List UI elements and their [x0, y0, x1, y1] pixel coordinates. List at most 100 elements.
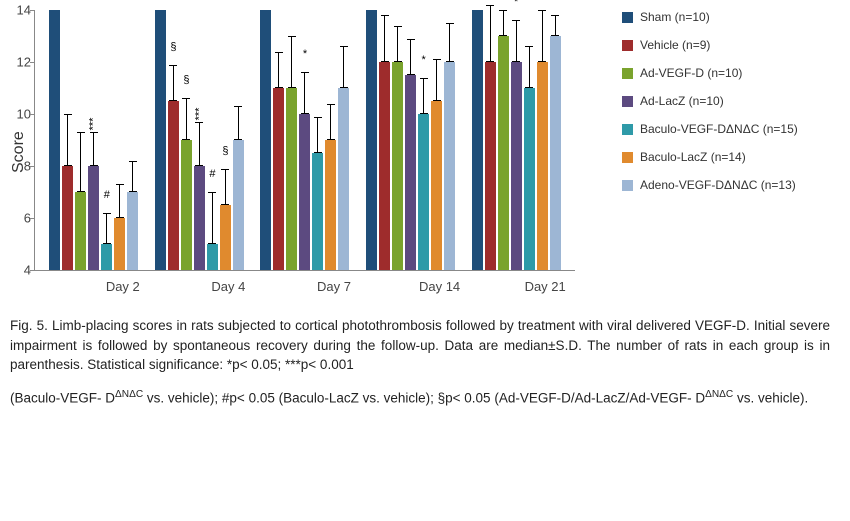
bar-rect	[181, 140, 192, 270]
legend-label: Ad-LacZ (n=10)	[640, 94, 724, 108]
bar-rect	[418, 114, 429, 270]
legend-item: Baculo-LacZ (n=14)	[622, 150, 798, 164]
error-bar	[449, 23, 450, 62]
significance-marker: *	[421, 54, 425, 66]
bar-rect	[127, 192, 138, 270]
bar	[155, 10, 166, 270]
bar-rect	[273, 88, 284, 270]
error-bar	[212, 192, 213, 244]
x-tick-label: Day 21	[492, 279, 598, 294]
bar-group: §§***#§	[155, 10, 244, 270]
bar-rect	[75, 192, 86, 270]
bar-rect	[338, 88, 349, 270]
bar-rect	[168, 101, 179, 270]
bar-rect	[62, 166, 73, 270]
bar-rect	[194, 166, 205, 270]
figure-caption-stats: (Baculo-VEGF- DΔNΔC vs. vehicle); #p< 0.…	[10, 387, 830, 409]
x-tick-label: Day 14	[387, 279, 493, 294]
error-bar	[304, 72, 305, 114]
bar-rect	[155, 10, 166, 270]
bar-rect	[550, 36, 561, 270]
significance-marker: ***	[193, 107, 205, 120]
x-axis-labels: Day 2Day 4Day 7Day 14Day 21	[64, 279, 604, 294]
y-tick-label: 12	[17, 55, 31, 70]
legend-label: Baculo-LacZ (n=14)	[640, 150, 746, 164]
bar	[49, 10, 60, 270]
bar-rect	[472, 10, 483, 270]
bar	[114, 184, 125, 270]
bar-group: *	[472, 5, 561, 270]
significance-marker: #	[104, 189, 110, 201]
legend-label: Ad-VEGF-D (n=10)	[640, 66, 742, 80]
bar	[444, 23, 455, 270]
legend-label: Baculo-VEGF-DΔNΔC (n=15)	[640, 122, 798, 136]
error-bar	[555, 15, 556, 36]
bar-rect	[312, 153, 323, 270]
y-axis-ticks: 468101214	[7, 10, 31, 270]
x-tick-label: Day 4	[176, 279, 282, 294]
bar-rect	[366, 10, 377, 270]
bar-rect	[207, 244, 218, 270]
y-tick-label: 10	[17, 107, 31, 122]
legend-item: Baculo-VEGF-DΔNΔC (n=15)	[622, 122, 798, 136]
bar: §	[220, 169, 231, 270]
error-bar	[199, 122, 200, 166]
legend-swatch	[622, 124, 633, 135]
legend-swatch	[622, 40, 633, 51]
error-bar	[384, 15, 385, 62]
bar-rect	[379, 62, 390, 270]
bar: #	[101, 213, 112, 270]
bar	[75, 132, 86, 270]
legend-swatch	[622, 180, 633, 191]
bar	[550, 15, 561, 270]
bar-rect	[485, 62, 496, 270]
bar-rect	[260, 10, 271, 270]
error-bar	[529, 46, 530, 88]
legend-item: Sham (n=10)	[622, 10, 798, 24]
figure-container: Score 468101214 ***#§§***#§*** Day 2Day …	[10, 10, 840, 409]
bar	[405, 39, 416, 270]
bar-rect	[88, 166, 99, 270]
bar-rect	[431, 101, 442, 270]
bar-rect	[101, 244, 112, 270]
bar	[524, 46, 535, 270]
x-tick-label: Day 2	[70, 279, 176, 294]
bar: §	[168, 65, 179, 270]
bar-rect	[49, 10, 60, 270]
bar: *	[418, 78, 429, 270]
bar: ***	[88, 132, 99, 270]
error-bar	[291, 36, 292, 88]
bar-rect	[233, 140, 244, 270]
bar-rect	[444, 62, 455, 270]
error-bar	[173, 65, 174, 101]
significance-marker: *	[514, 0, 518, 8]
bar	[312, 117, 323, 270]
bar-group: ***#	[49, 10, 138, 270]
bar-rect	[537, 62, 548, 270]
bar-rect	[325, 140, 336, 270]
bar	[472, 10, 483, 270]
bar	[485, 5, 496, 270]
y-tick-label: 14	[17, 3, 31, 18]
bar: ***	[194, 122, 205, 270]
error-bar	[93, 132, 94, 166]
error-bar	[186, 98, 187, 140]
bar	[286, 36, 297, 270]
bar-rect	[220, 205, 231, 270]
error-bar	[225, 169, 226, 205]
legend-item: Vehicle (n=9)	[622, 38, 798, 52]
error-bar	[80, 132, 81, 192]
error-bar	[503, 10, 504, 36]
bar	[273, 52, 284, 270]
chart-row: Score 468101214 ***#§§***#§*** Day 2Day …	[10, 10, 840, 294]
error-bar	[67, 114, 68, 166]
bar: *	[511, 20, 522, 270]
error-bar	[132, 161, 133, 192]
bar	[431, 59, 442, 270]
chart-plot-area: 468101214 ***#§§***#§***	[34, 10, 575, 271]
legend-label: Adeno-VEGF-DΔNΔC (n=13)	[640, 178, 796, 192]
error-bar	[343, 46, 344, 88]
bar-group: *	[260, 10, 349, 270]
bar: #	[207, 192, 218, 270]
bar-groups: ***#§§***#§***	[35, 10, 575, 270]
